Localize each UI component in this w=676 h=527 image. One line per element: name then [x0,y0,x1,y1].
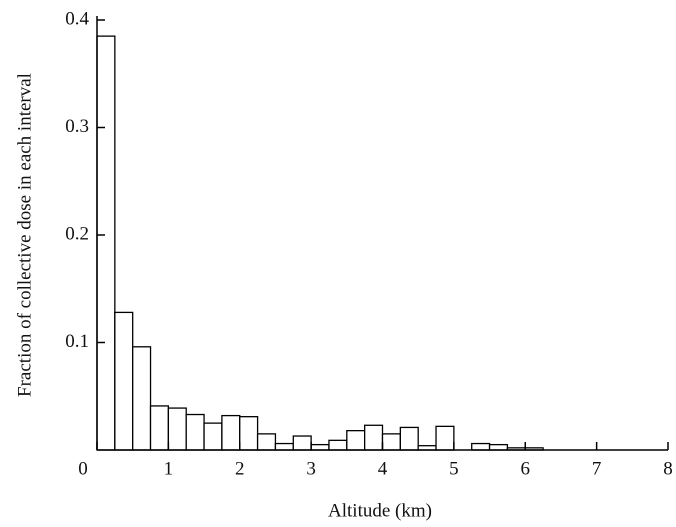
bar [364,424,384,451]
bar [256,433,277,451]
y-axis-label: Fraction of collective dose in each inte… [14,73,35,397]
bar [471,442,491,451]
bar [203,422,223,451]
bar [328,439,348,451]
y-tick-label: 0.4 [65,8,89,29]
x-axis-label: Altitude (km) [328,500,432,521]
bar [132,346,152,451]
bar [435,425,455,451]
bar [310,443,330,451]
bar [185,413,205,451]
x-tick-label: 3 [306,458,316,479]
y-tick-label: 0.2 [65,223,89,244]
x-tick-label: 1 [164,458,174,479]
x-tick-label: 2 [235,458,245,479]
bar [96,35,116,451]
bar [114,311,134,451]
bar [488,443,509,451]
bar [221,414,241,451]
x-tick-label: 4 [378,458,388,479]
x-tick-label: 7 [592,458,602,479]
x-tick-label: 5 [449,458,459,479]
bar [346,429,366,451]
bar [167,407,187,451]
bar [292,435,312,451]
bar [274,442,294,451]
bar [239,416,259,451]
y-tick-label: 0.3 [65,116,89,137]
bar [381,433,401,451]
x-tick-label: 8 [663,458,673,479]
x-tick-label: 0 [78,458,88,479]
bar [399,426,419,451]
bar [149,405,170,451]
x-tick-label: 6 [521,458,531,479]
y-tick-label: 0.1 [65,331,89,352]
